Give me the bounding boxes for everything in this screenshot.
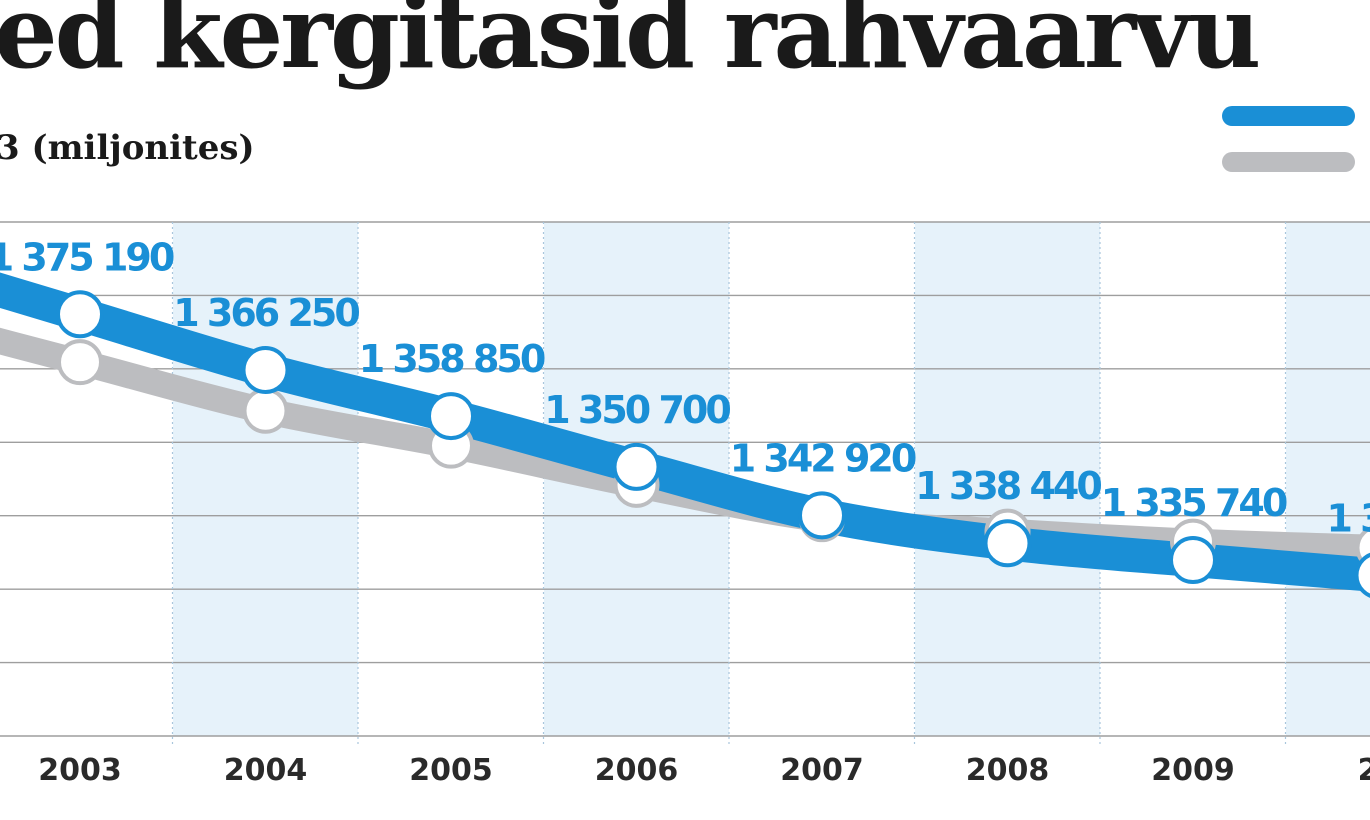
data-label: 1 375 190 [0, 235, 174, 279]
column-band [1286, 222, 1370, 736]
data-point [57, 339, 103, 386]
data-point [1354, 552, 1370, 598]
data-label: 1 366 250 [173, 291, 359, 335]
data-point [612, 442, 661, 491]
data-label: 1 342 920 [730, 436, 916, 480]
data-point [1169, 536, 1217, 585]
column-band [173, 222, 358, 736]
column-bands [173, 222, 1370, 736]
chart-title: ed kergitasid rahvaarvu [0, 0, 1261, 91]
data-point [427, 392, 475, 441]
x-tick-label: 20 [1358, 753, 1370, 788]
legend [1222, 106, 1355, 172]
data-label: 1 333 [1327, 496, 1370, 540]
data-label: 1 358 850 [359, 337, 545, 381]
data-point [983, 519, 1032, 568]
data-point [798, 491, 846, 540]
x-tick-label: 2007 [780, 753, 864, 788]
data-label: 1 335 740 [1101, 481, 1287, 525]
x-tick-label: 2008 [966, 753, 1050, 788]
series-line [0, 272, 1370, 592]
x-tick-label: 2003 [38, 753, 122, 788]
x-axis-ticks: 2003 2004 2005 2006 2007 2008 2009 20 [38, 753, 1370, 788]
series-points [56, 290, 1370, 598]
data-point [242, 387, 289, 434]
chart-subtitle: 3 (miljonites) [0, 128, 255, 168]
column-band [915, 222, 1100, 736]
x-tick-label: 2004 [224, 753, 308, 788]
x-tick-label: 2006 [595, 753, 679, 788]
column-separators [171, 222, 1287, 746]
data-point [56, 290, 104, 339]
data-label: 1 350 700 [544, 388, 730, 432]
data-label: 1 338 440 [915, 464, 1101, 508]
x-tick-label: 2009 [1151, 753, 1235, 788]
series-lines [0, 272, 1370, 592]
x-tick-label: 2005 [409, 753, 493, 788]
data-point [241, 345, 290, 394]
